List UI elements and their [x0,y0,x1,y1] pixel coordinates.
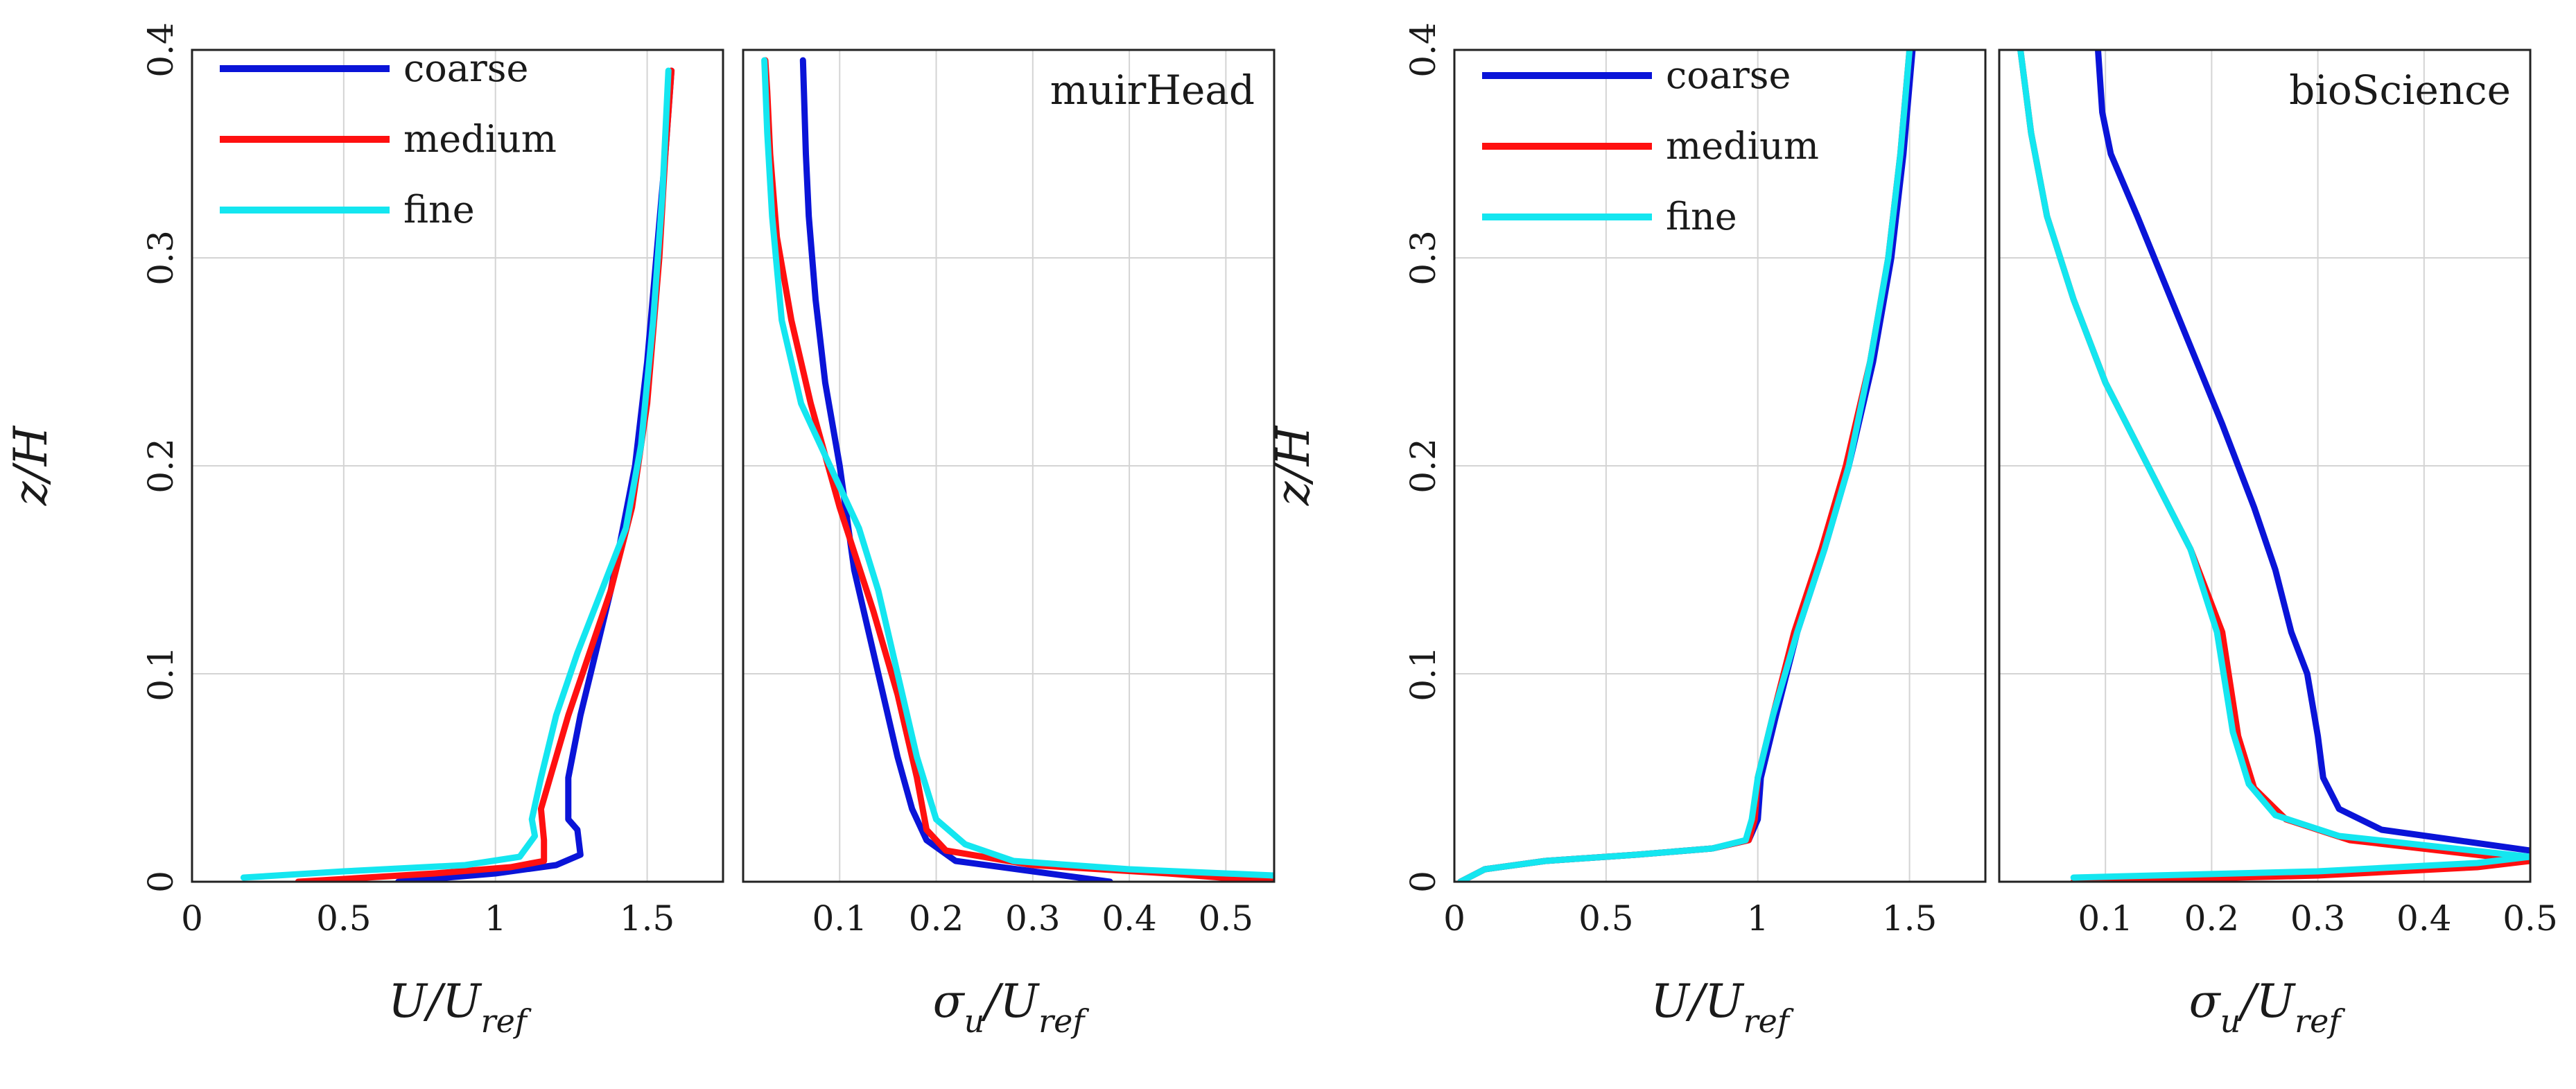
legend-label-fine: fine [403,188,475,232]
series-line-fine [240,67,672,881]
x-tick-label: 0.3 [1005,898,1061,939]
xlabel-subscript: u [964,1002,985,1040]
y-tick-label: 0.2 [141,438,181,494]
xlabel-subscript: ref [1743,1002,1794,1040]
panel-1: 0 0.5 1 1.5 0 0.1 0.2 0.3 0.4 z/H U/Uref coarse medi… [4,22,724,1040]
legend: coarse medium fine [220,46,557,232]
y-tick-label: 0.3 [141,230,181,286]
series-group [1457,50,1916,882]
panel-4: 0.1 0.2 0.3 0.4 0.5 σu/Uref bioScience [1998,49,2558,1040]
x-tick-label: 0.2 [2184,898,2240,939]
legend-label-medium: medium [403,117,557,161]
x-tick-label: 0.1 [812,898,868,939]
x-tick-label: 1.5 [620,898,675,939]
xlabel-denominator: /U [980,975,1040,1028]
panel-3: 0 0.5 1 1.5 0 0.1 0.2 0.3 0.4 z/H U/Uref coarse medi… [1267,22,1987,1040]
x-tick-label: 0.3 [2290,898,2346,939]
x-tick-label: 0 [1443,898,1465,939]
x-tick-label: 0.4 [1102,898,1157,939]
panel-title: bioScience [2289,67,2511,114]
axes-frame [191,49,724,883]
panel-title: muirHead [1050,67,1255,114]
series-line-fine [2017,50,2530,881]
series-group [2017,50,2530,882]
x-tick-label: 1.5 [1882,898,1938,939]
axes-frame [742,49,1276,883]
x-tick-label: 1 [485,898,507,939]
y-tick-label: 0 [141,871,181,893]
xlabel-symbol: σ [2189,975,2222,1028]
y-tick-label: 0.3 [1403,230,1443,286]
x-tick-label: 0.2 [909,898,964,939]
x-axis-label: U/Uref [388,975,532,1040]
legend-label-medium: medium [1666,124,1819,168]
series-line-medium [295,67,675,882]
x-tick-label: 0 [181,898,203,939]
series-line-fine [761,57,1274,879]
axes-frame [1453,49,1987,883]
x-tick-label: 0.5 [2503,898,2558,939]
y-tick-label: 0 [1403,871,1443,893]
xlabel-subscript: u [2220,1002,2241,1040]
x-tick-label: 0.4 [2396,898,2452,939]
y-axis-label: z/H [4,425,58,506]
xlabel-subscript: ref [481,1002,532,1040]
y-tick-label: 0.1 [1403,646,1443,702]
series-line-coarse [799,57,1113,882]
y-axis-label: z/H [1267,425,1320,506]
x-axis-label: σu/Uref [2189,975,2346,1040]
legend: coarse medium fine [1482,53,1819,238]
legend-label-coarse: coarse [403,46,528,90]
x-axis-label: U/Uref [1651,975,1794,1040]
x-tick-label: 1 [1747,898,1769,939]
axes-frame [1998,49,2532,883]
xlabel-denominator: /U [2236,975,2296,1028]
x-tick-label: 0.5 [316,898,372,939]
series-line-fine [1457,50,1913,882]
legend-label-fine: fine [1666,195,1737,238]
xlabel-main: U/U [388,975,482,1028]
xlabel-main: U/U [1651,975,1745,1028]
y-tick-label: 0.4 [141,22,181,78]
xlabel-subscript: ref [1038,1002,1089,1040]
xlabel-symbol: σ [933,975,966,1028]
y-tick-label: 0.4 [1403,22,1443,78]
series-group [761,57,1274,882]
series-line-coarse [2095,50,2530,854]
x-axis-label: σu/Uref [933,975,1090,1040]
panel-2: 0.1 0.2 0.3 0.4 0.5 σu/Uref muirHead [742,49,1276,1040]
y-tick-label: 0.1 [141,646,181,702]
x-tick-label: 0.1 [2078,898,2133,939]
y-tick-label: 0.2 [1403,438,1443,494]
legend-label-coarse: coarse [1666,53,1791,97]
x-tick-label: 0.5 [1578,898,1634,939]
xlabel-subscript: ref [2295,1002,2345,1040]
x-tick-label: 0.5 [1199,898,1254,939]
series-group [240,67,675,882]
